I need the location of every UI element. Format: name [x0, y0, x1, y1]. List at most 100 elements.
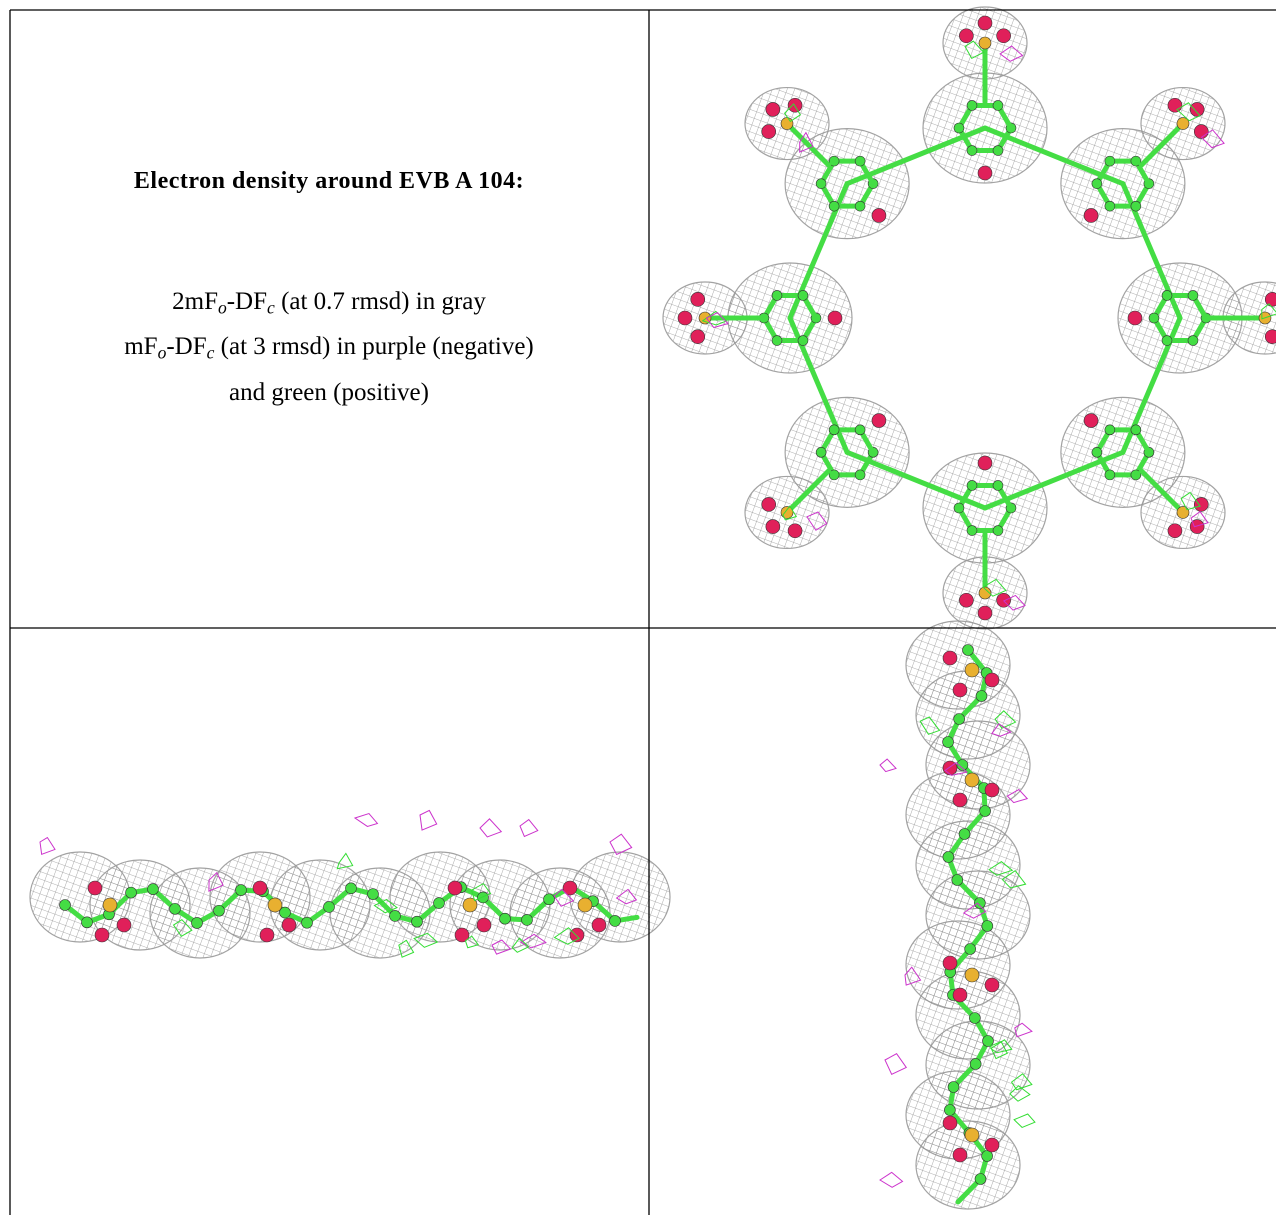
oxygen-atom [787, 523, 803, 539]
carbon-atom [797, 290, 809, 301]
carbon-atom [499, 912, 511, 925]
difference-mesh [944, 762, 969, 776]
carbon-atom [854, 200, 866, 212]
oxygen-atom [569, 927, 585, 943]
difference-mesh [884, 1053, 908, 1075]
difference-mesh [982, 578, 1007, 597]
carbon-atom [301, 916, 313, 929]
carbon-atom [969, 1012, 981, 1024]
difference-mesh [991, 723, 1012, 737]
carbon-atom [944, 1104, 956, 1116]
difference-mesh [413, 932, 439, 948]
carbon-atom [951, 874, 964, 886]
carbon-atom [958, 828, 971, 840]
caption-title: Electron density around EVB A 104: [133, 168, 525, 194]
difference-mesh [470, 882, 492, 902]
oxygen-atom [1127, 310, 1143, 326]
sulfur-atom [102, 897, 118, 913]
carbon-atom [213, 904, 225, 917]
subscript: c [267, 297, 275, 318]
oxygen-atom [765, 519, 781, 534]
difference-mesh [782, 505, 798, 521]
oxygen-atom [1189, 519, 1205, 534]
difference-mesh [1006, 788, 1029, 804]
carbon-atom [477, 891, 489, 904]
difference-mesh [999, 45, 1024, 62]
oxygen-atom [690, 292, 706, 307]
oxygen-atom [765, 102, 781, 117]
carbon-atom [147, 883, 159, 895]
caption-line: and green (positive) [10, 373, 648, 413]
oxygen-atom [984, 977, 1000, 993]
carbon-atom [771, 335, 783, 346]
carbon-atom [975, 690, 988, 702]
oxygen-atom [1264, 329, 1276, 344]
sulfur-atom [978, 586, 992, 600]
difference-mesh [419, 809, 438, 831]
subscript: o [217, 297, 227, 318]
difference-mesh [353, 812, 379, 828]
carbon-atom [828, 424, 840, 436]
subscript: o [157, 342, 167, 363]
carbon-atom [1091, 447, 1103, 458]
difference-mesh [784, 103, 802, 123]
molecule-renders [29, 6, 1276, 1210]
difference-mesh [1190, 510, 1209, 528]
text: -DF [166, 333, 207, 361]
carbon-atom [235, 884, 247, 896]
oxygen-atom [787, 97, 803, 113]
carbon-atom [1130, 469, 1142, 481]
carbon-atom [1161, 335, 1173, 346]
carbon-atom [981, 1150, 993, 1162]
carbon-atom [1187, 335, 1199, 346]
carbon-atom [953, 502, 965, 514]
difference-mesh [799, 131, 814, 153]
oxygen-atom [259, 927, 275, 943]
sulfur-atom [1176, 117, 1190, 130]
oxygen-atom [827, 310, 843, 326]
text: (at 0.7 rmsd) in gray [274, 288, 486, 315]
difference-mesh [879, 1171, 904, 1188]
oxygen-atom [476, 917, 492, 933]
difference-mesh [464, 935, 480, 949]
oxygen-atom [959, 28, 974, 44]
sulfur-atom [462, 897, 478, 913]
oxygen-atom [562, 880, 578, 896]
text: and green (positive) [229, 378, 429, 406]
difference-mesh [994, 710, 1017, 729]
carbon-atom [323, 901, 335, 913]
difference-mesh [615, 888, 638, 905]
difference-mesh [373, 898, 398, 914]
difference-mesh [1013, 1113, 1036, 1129]
difference-mesh [172, 919, 193, 937]
carbon-atom [942, 851, 955, 863]
bond [784, 468, 832, 515]
oxygen-atom [252, 880, 268, 896]
carbon-atom [543, 893, 555, 906]
difference-mesh [1200, 129, 1225, 149]
carbon-atom [815, 447, 827, 458]
carbon-atom [815, 178, 827, 189]
oxygen-atom [984, 672, 1000, 688]
carbon-atom [956, 759, 969, 771]
difference-mesh [919, 716, 941, 735]
difference-mesh [336, 852, 354, 870]
oxygen-atom [977, 455, 993, 471]
difference-mesh [989, 1040, 1008, 1060]
carbon-atom [953, 713, 965, 725]
sulfur-atom [577, 897, 593, 913]
bond [1138, 468, 1186, 515]
carbon-atom [953, 122, 965, 134]
oxygen-atom [761, 124, 777, 139]
oxygen-atom [977, 605, 993, 621]
carbon-atom [992, 525, 1004, 536]
carbon-atom [828, 155, 840, 167]
carbon-atom [974, 897, 986, 909]
carbon-atom [279, 906, 291, 919]
carbon-atom [1148, 312, 1160, 324]
oxygen-atom [952, 792, 968, 808]
carbon-atom [1130, 200, 1142, 212]
oxygen-atom [1167, 523, 1183, 539]
difference-mesh [806, 511, 828, 531]
